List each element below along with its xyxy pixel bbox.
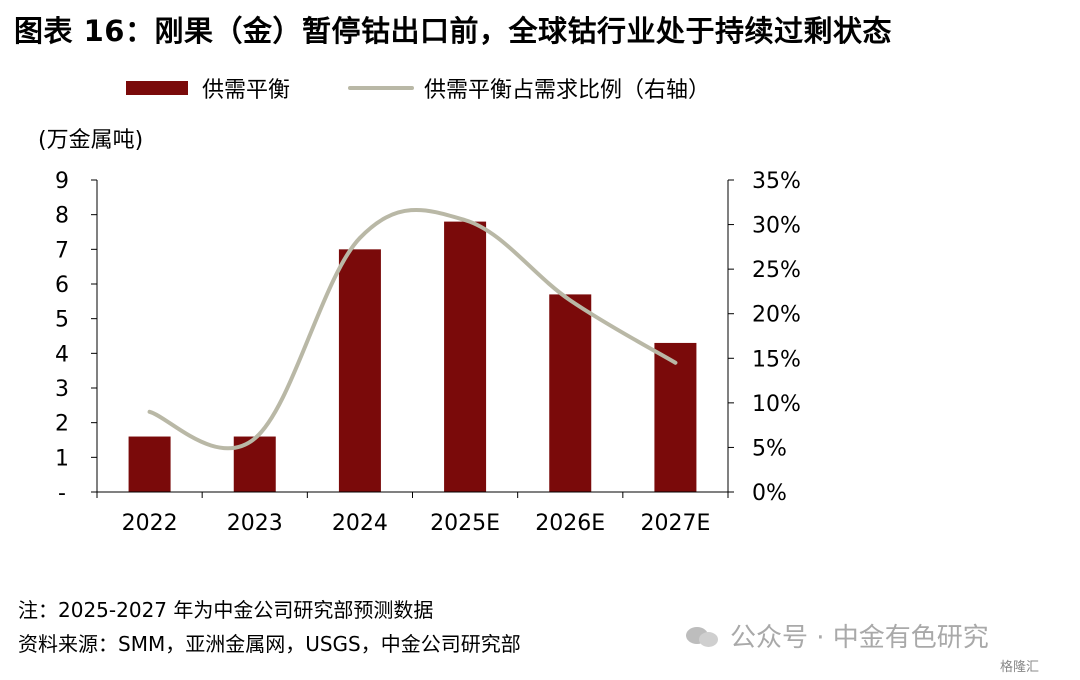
right-tick-label: 10% <box>752 392 801 417</box>
watermark-text: 公众号 · 中金有色研究 <box>730 623 989 653</box>
left-tick-label: 4 <box>55 342 69 367</box>
legend-item-bar: 供需平衡 <box>126 72 290 104</box>
left-tick-label: 5 <box>55 308 69 333</box>
x-tick-label: 2027E <box>640 511 710 536</box>
legend-line-swatch <box>348 86 414 90</box>
left-tick-label: 7 <box>55 238 69 263</box>
legend-bar-label: 供需平衡 <box>202 78 291 103</box>
left-tick-label: 9 <box>55 169 69 194</box>
right-tick-label: 5% <box>752 436 787 461</box>
footnote: 注：2025-2027 年为中金公司研究部预测数据 <box>18 598 434 622</box>
bar-2024 <box>338 249 381 492</box>
right-tick-label: 20% <box>752 303 801 328</box>
left-axis-unit-label: (万金属吨) <box>38 128 144 153</box>
left-tick-label: 3 <box>55 377 69 402</box>
bar-2025E <box>444 221 487 492</box>
x-tick-label: 2025E <box>430 511 500 536</box>
right-tick-label: 15% <box>752 347 801 372</box>
legend: 供需平衡 供需平衡占需求比例（右轴） <box>0 72 1080 106</box>
x-tick-label: 2023 <box>227 511 283 536</box>
x-tick-label: 2024 <box>332 511 388 536</box>
legend-item-line: 供需平衡占需求比例（右轴） <box>348 72 710 104</box>
watermark: 公众号 · 中金有色研究 <box>686 617 989 654</box>
left-tick-label: 6 <box>55 273 69 298</box>
bar-2026E <box>549 294 592 492</box>
left-tick-label: 2 <box>55 412 69 437</box>
right-tick-label: 25% <box>752 258 801 283</box>
legend-bar-swatch <box>126 81 188 95</box>
left-tick-label: - <box>58 481 66 506</box>
right-tick-label: 30% <box>752 214 801 239</box>
chart-title: 图表 16：刚果（金）暂停钴出口前，全球钴行业处于持续过剩状态 <box>14 14 892 48</box>
corner-logo: 格隆汇 <box>1000 660 1040 675</box>
bar-2022 <box>128 436 171 492</box>
ratio-line <box>147 208 678 451</box>
bar-2027E <box>654 342 697 492</box>
x-tick-label: 2022 <box>122 511 178 536</box>
source-note: 资料来源：SMM，亚洲金属网，USGS，中金公司研究部 <box>18 632 521 656</box>
wechat-icon <box>686 624 720 648</box>
right-tick-label: 35% <box>752 169 801 194</box>
left-tick-label: 1 <box>55 446 69 471</box>
right-tick-label: 0% <box>752 481 787 506</box>
legend-line-label: 供需平衡占需求比例（右轴） <box>424 78 711 103</box>
x-tick-label: 2026E <box>535 511 605 536</box>
left-tick-label: 8 <box>55 204 69 229</box>
